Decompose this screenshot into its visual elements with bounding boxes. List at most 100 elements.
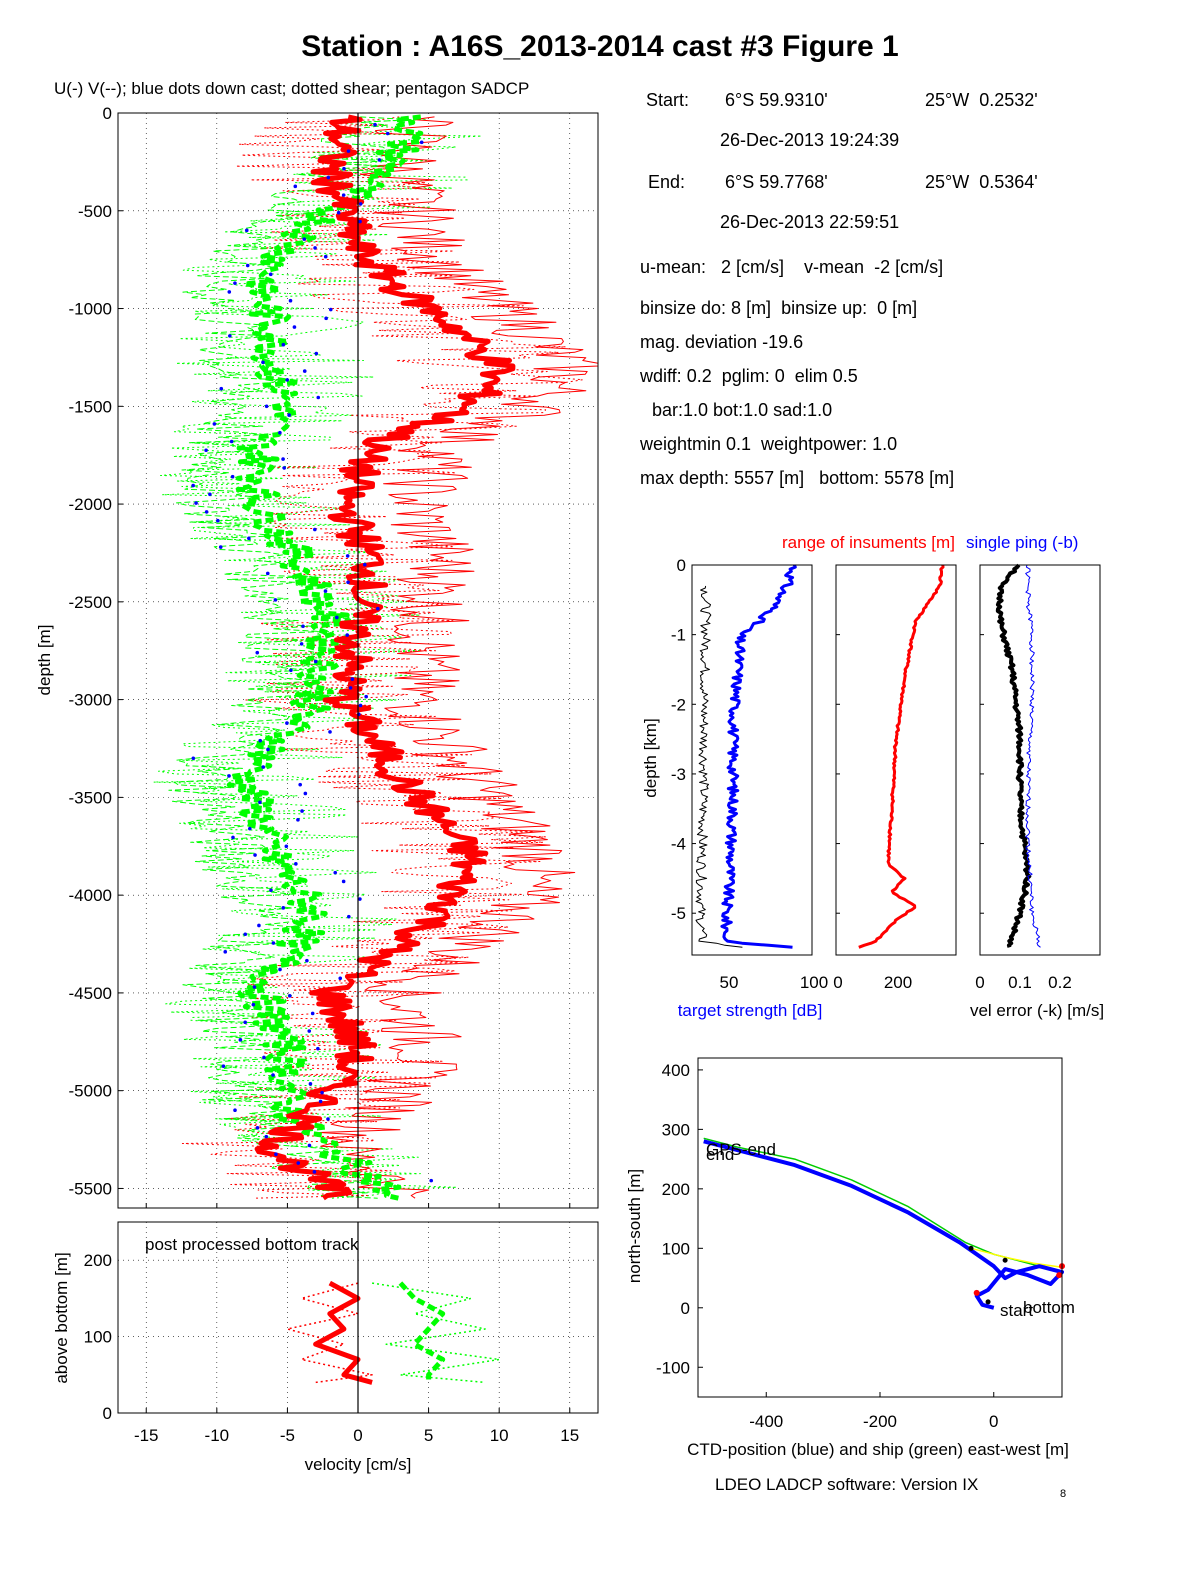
downcast-dot bbox=[328, 730, 332, 734]
downcast-dot bbox=[204, 448, 208, 453]
downcast-dot bbox=[251, 1002, 256, 1007]
downcast-dot bbox=[238, 1038, 243, 1042]
x-axis-label: CTD-position (blue) and ship (green) eas… bbox=[687, 1440, 1069, 1459]
downcast-dot bbox=[229, 439, 234, 444]
downcast-dot bbox=[228, 334, 232, 338]
x-tick-label: 50 bbox=[720, 973, 739, 992]
downcast-dot bbox=[300, 809, 304, 813]
x-axis-label: velocity [cm/s] bbox=[305, 1455, 412, 1474]
figure-title: Station : A16S_2013-2014 cast #3 Figure … bbox=[301, 30, 899, 63]
y-tick-label: 0 bbox=[103, 1404, 112, 1423]
x-tick-label: -400 bbox=[749, 1412, 783, 1431]
means-text: u-mean: 2 [cm/s] v-mean -2 [cm/s] bbox=[640, 257, 944, 277]
downcast-dot bbox=[248, 826, 252, 831]
downcast-dot bbox=[358, 219, 362, 224]
downcast-dot bbox=[310, 1011, 315, 1016]
vel-error-line bbox=[1025, 564, 1041, 948]
start-lon: 25°W 0.2532' bbox=[925, 90, 1038, 110]
downcast-dot bbox=[316, 1046, 320, 1051]
downcast-dot bbox=[328, 307, 333, 312]
downcast-dot bbox=[255, 650, 260, 655]
y-axis-label: depth [km] bbox=[641, 718, 660, 797]
downcast-dot bbox=[350, 677, 355, 681]
v-shear-line bbox=[371, 1282, 500, 1384]
downcast-dot bbox=[323, 589, 328, 593]
downcast-dot bbox=[318, 1099, 323, 1104]
y-tick-label: -5 bbox=[671, 904, 686, 923]
downcast-dot bbox=[296, 1161, 301, 1165]
downcast-dot bbox=[221, 1064, 226, 1069]
start-label: start bbox=[1000, 1301, 1033, 1320]
downcast-dot bbox=[296, 818, 300, 822]
downcast-dot bbox=[358, 703, 363, 708]
downcast-dot bbox=[358, 897, 362, 901]
end-time: 26-Dec-2013 22:59:51 bbox=[720, 212, 900, 232]
vel-error-xlabel: vel error (-k) [m/s] bbox=[970, 1001, 1104, 1020]
panel-frame bbox=[691, 564, 813, 956]
panel-frame bbox=[835, 564, 957, 956]
v-upcast-line bbox=[168, 116, 412, 1199]
plot-frame bbox=[697, 1057, 1063, 1398]
x-tick-label: 0 bbox=[975, 973, 984, 992]
y-tick-label: -2000 bbox=[69, 495, 112, 514]
panel-frame bbox=[979, 564, 1101, 956]
downcast-dot bbox=[227, 774, 231, 778]
vel-error-line bbox=[995, 563, 1032, 948]
plot-frame bbox=[117, 112, 599, 1209]
downcast-dot bbox=[284, 844, 289, 849]
downcast-dot bbox=[301, 624, 305, 629]
downcast-dot bbox=[305, 958, 309, 963]
x-tick-label: -15 bbox=[134, 1426, 159, 1445]
downcast-dot bbox=[233, 1108, 237, 1113]
velocity-profile-panel: 0 -500 -1000 -1500 -2000 -2500 -3000 -3500 -4000… bbox=[35, 79, 599, 1209]
bottom-track-panel: -15 -10 -5 0 5 10 15 0 100 200 post processed bott… bbox=[52, 1221, 599, 1474]
downcast-dot bbox=[429, 1178, 434, 1183]
downcast-dot bbox=[364, 694, 368, 699]
downcast-dot bbox=[302, 369, 307, 373]
x-tick-label: 0 bbox=[353, 1426, 362, 1445]
downcast-dot bbox=[233, 281, 237, 285]
downcast-dot bbox=[247, 536, 251, 541]
downcast-dot bbox=[285, 378, 290, 382]
v-bottom-track-line bbox=[398, 1281, 446, 1383]
x-tick-label: 10 bbox=[490, 1426, 509, 1445]
single-ping-label: single ping (-b) bbox=[966, 533, 1078, 552]
y-tick-label: 100 bbox=[662, 1239, 690, 1258]
end-lat: 6°S 59.7768' bbox=[725, 172, 828, 192]
range-line bbox=[858, 564, 945, 949]
downcast-dot bbox=[346, 149, 351, 153]
downcast-dot bbox=[323, 254, 328, 259]
downcast-dot bbox=[314, 351, 319, 356]
track-marker bbox=[1056, 1272, 1063, 1279]
plot-frame bbox=[117, 1221, 599, 1414]
y-tick-label: -4 bbox=[671, 835, 686, 854]
x-tick-label: 0.2 bbox=[1048, 973, 1072, 992]
downcast-dot bbox=[302, 237, 307, 241]
downcast-dot bbox=[307, 1029, 312, 1033]
downcast-dot bbox=[299, 642, 304, 646]
x-tick-label: -10 bbox=[205, 1426, 230, 1445]
y-tick-label: 200 bbox=[84, 1251, 112, 1270]
downcast-dot bbox=[294, 862, 298, 866]
track-marker bbox=[973, 1289, 980, 1296]
downcast-dot bbox=[243, 1020, 247, 1025]
y-tick-label: -3 bbox=[671, 765, 686, 784]
range-of-instruments-label: range of insuments [m] bbox=[782, 533, 955, 552]
downcast-dot bbox=[303, 791, 308, 796]
downcast-dot bbox=[345, 633, 350, 637]
downcast-dot bbox=[346, 580, 350, 585]
panel-subtitle: U(-) V(--); blue dots down cast; dotted … bbox=[54, 79, 529, 98]
u-downcast-line bbox=[319, 116, 599, 1199]
downcast-dot bbox=[219, 386, 224, 391]
wdiff-text: wdiff: 0.2 pglim: 0 elim 0.5 bbox=[640, 366, 858, 386]
downcast-dot bbox=[324, 316, 328, 321]
ship-track-line bbox=[703, 1137, 1063, 1273]
downcast-dot bbox=[271, 941, 276, 945]
x-tick-label: 5 bbox=[424, 1426, 433, 1445]
downcast-dot bbox=[191, 756, 196, 761]
downcast-dot bbox=[261, 765, 266, 769]
downcast-dot bbox=[335, 615, 339, 620]
y-tick-label: -3500 bbox=[69, 788, 112, 807]
u-bottom-track-line bbox=[313, 1280, 373, 1385]
